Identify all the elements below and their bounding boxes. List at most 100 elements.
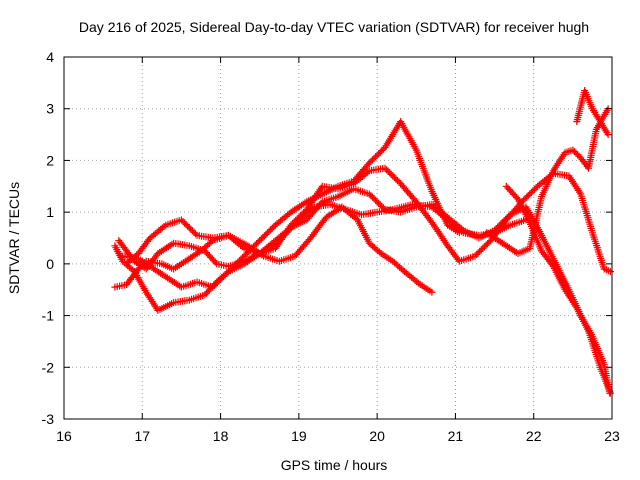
data-point [182, 221, 190, 229]
data-point [210, 282, 218, 290]
data-point [264, 229, 271, 237]
data-point [513, 194, 521, 202]
data-point [365, 159, 373, 167]
data-point [384, 167, 392, 175]
data-point [265, 227, 273, 235]
data-point [213, 279, 221, 286]
x-tick-label: 16 [56, 428, 72, 444]
data-point [507, 187, 515, 195]
data-point [204, 288, 212, 296]
data-point [367, 241, 375, 249]
data-point [521, 195, 529, 203]
y-tick-label: 4 [46, 49, 54, 65]
x-tick-label: 23 [604, 428, 620, 444]
data-point [364, 168, 372, 176]
data-point [270, 223, 278, 231]
data-point [548, 261, 556, 269]
data-point [569, 146, 577, 154]
data-point [260, 232, 268, 240]
series-track-3 [115, 200, 530, 273]
data-point [251, 241, 259, 249]
data-point [296, 212, 304, 220]
data-point [392, 175, 400, 183]
data-point [254, 238, 262, 246]
series-track-2 [111, 118, 463, 314]
data-point [365, 190, 373, 198]
x-tick-label: 22 [526, 428, 542, 444]
data-point [370, 195, 378, 203]
x-tick-label: 18 [213, 428, 229, 444]
data-point [368, 156, 376, 164]
x-axis-label: GPS time / hours [281, 457, 388, 473]
data-point [383, 166, 390, 174]
data-point [204, 250, 212, 258]
series-line [505, 185, 611, 394]
data-point [300, 209, 308, 217]
data-point [502, 215, 509, 223]
data-point [523, 193, 531, 201]
data-point [399, 266, 407, 274]
data-point [212, 280, 220, 288]
data-point [218, 274, 226, 282]
data-point [381, 164, 389, 172]
data-point [392, 260, 400, 268]
data-point [479, 244, 487, 252]
data-point [386, 169, 394, 177]
data-point [387, 170, 395, 178]
data-point [532, 184, 540, 192]
data-point [378, 203, 386, 210]
data-point [375, 199, 383, 207]
data-point [606, 389, 614, 397]
data-point [529, 187, 537, 195]
data-point [389, 172, 397, 180]
data-point [210, 257, 218, 265]
data-point [526, 190, 534, 198]
data-point [495, 222, 503, 230]
data-point [217, 275, 225, 283]
data-point [181, 219, 189, 227]
data-point [503, 214, 511, 222]
data-point [369, 242, 377, 250]
data-point [292, 216, 300, 224]
data-point [390, 174, 398, 181]
data-point [524, 192, 532, 200]
data-point [379, 204, 387, 212]
data-point [123, 260, 131, 268]
data-point [394, 262, 402, 270]
data-point [364, 161, 372, 169]
y-axis-label: SDTVAR / TECUs [6, 182, 22, 294]
data-point [185, 224, 193, 232]
data-point [482, 241, 490, 249]
data-point [295, 213, 303, 221]
y-tick-label: 0 [46, 256, 54, 272]
y-tick-label: -2 [42, 359, 55, 375]
data-point [221, 271, 229, 279]
data-point [471, 252, 479, 260]
data-point [187, 225, 195, 233]
data-point [372, 153, 380, 161]
data-point [531, 185, 538, 193]
data-point [376, 148, 384, 156]
data-point [373, 151, 381, 159]
x-tick-label: 21 [448, 428, 464, 444]
data-point [124, 258, 132, 266]
data-point [372, 196, 380, 204]
y-tick-label: -3 [42, 411, 55, 427]
data-point [476, 247, 484, 255]
data-point [375, 248, 383, 256]
x-tick-label: 17 [134, 428, 150, 444]
data-point [370, 154, 378, 162]
data-point [473, 251, 481, 258]
data-point [190, 228, 198, 236]
data-point [223, 269, 231, 277]
data-point [415, 279, 422, 287]
data-point [188, 227, 196, 235]
y-tick-label: 1 [46, 204, 54, 220]
data-point [211, 258, 219, 266]
data-point [572, 149, 580, 157]
data-point [370, 244, 378, 252]
data-point [492, 225, 500, 233]
x-tick-label: 19 [291, 428, 307, 444]
data-point [527, 189, 535, 196]
